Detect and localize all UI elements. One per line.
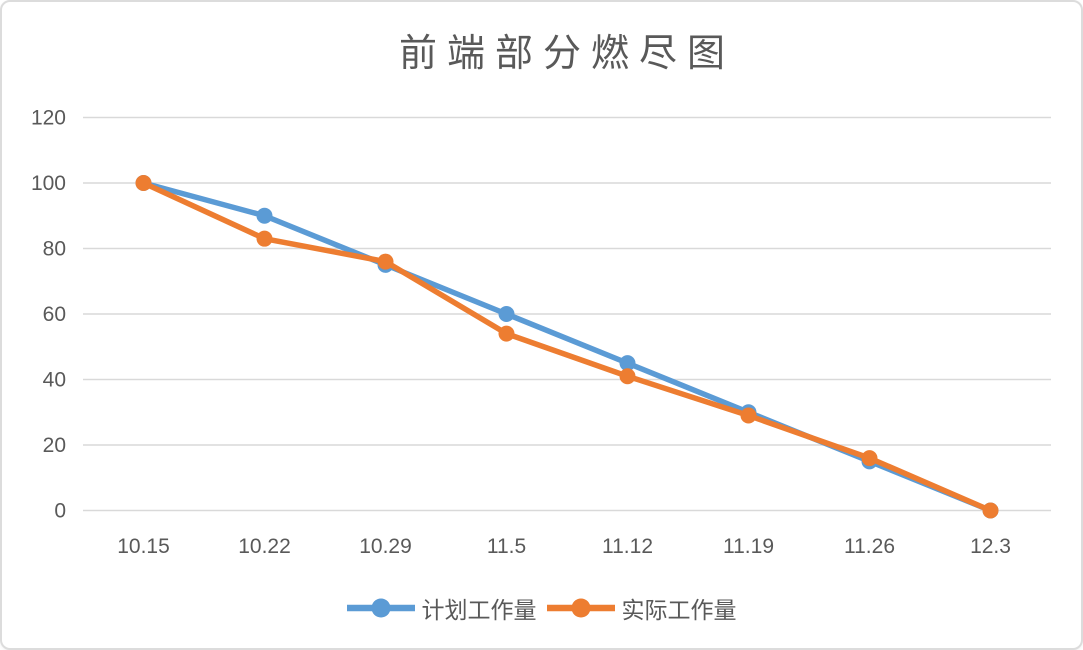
x-tick-label: 12.3 xyxy=(970,535,1011,558)
data-point-marker-1 xyxy=(135,175,152,191)
y-tick-label: 20 xyxy=(43,434,66,457)
data-point-marker-1 xyxy=(861,450,878,467)
data-point-marker-0 xyxy=(619,355,636,372)
legend-marker-planned-icon xyxy=(346,598,415,618)
data-point-marker-0 xyxy=(498,306,515,322)
x-tick-label: 11.26 xyxy=(844,535,895,558)
y-tick-label: 120 xyxy=(31,107,66,130)
series-line-1 xyxy=(140,180,994,514)
legend-label-planned: 计划工作量 xyxy=(421,597,537,623)
chart-legend: 计划工作量 实际工作量 xyxy=(2,591,1081,625)
y-tick-label: 80 xyxy=(43,238,66,261)
x-tick-label: 10.22 xyxy=(238,535,291,558)
legend-label-actual: 实际工作量 xyxy=(621,597,737,623)
x-tick-label: 11.19 xyxy=(723,535,774,558)
chart-title: 前端部分燃尽图 xyxy=(398,33,735,75)
data-point-marker-1 xyxy=(982,502,999,519)
data-point-marker-1 xyxy=(740,407,757,424)
legend-item-planned: 计划工作量 xyxy=(346,591,537,625)
y-tick-label: 100 xyxy=(31,172,66,195)
legend-marker-actual-icon xyxy=(546,598,615,618)
y-tick-label: 0 xyxy=(54,500,66,523)
data-point-marker-1 xyxy=(256,230,273,247)
legend-item-actual: 实际工作量 xyxy=(546,591,737,625)
x-tick-label: 11.12 xyxy=(602,535,653,558)
x-tick-label: 10.15 xyxy=(117,535,170,558)
data-point-marker-1 xyxy=(498,325,515,342)
y-tick-label: 40 xyxy=(43,369,66,392)
data-point-marker-0 xyxy=(256,207,273,224)
x-tick-label: 10.29 xyxy=(359,535,412,558)
data-point-marker-1 xyxy=(377,253,394,270)
data-point-marker-1 xyxy=(619,368,636,385)
y-tick-label: 60 xyxy=(43,303,66,326)
x-tick-label: 11.5 xyxy=(487,535,526,558)
